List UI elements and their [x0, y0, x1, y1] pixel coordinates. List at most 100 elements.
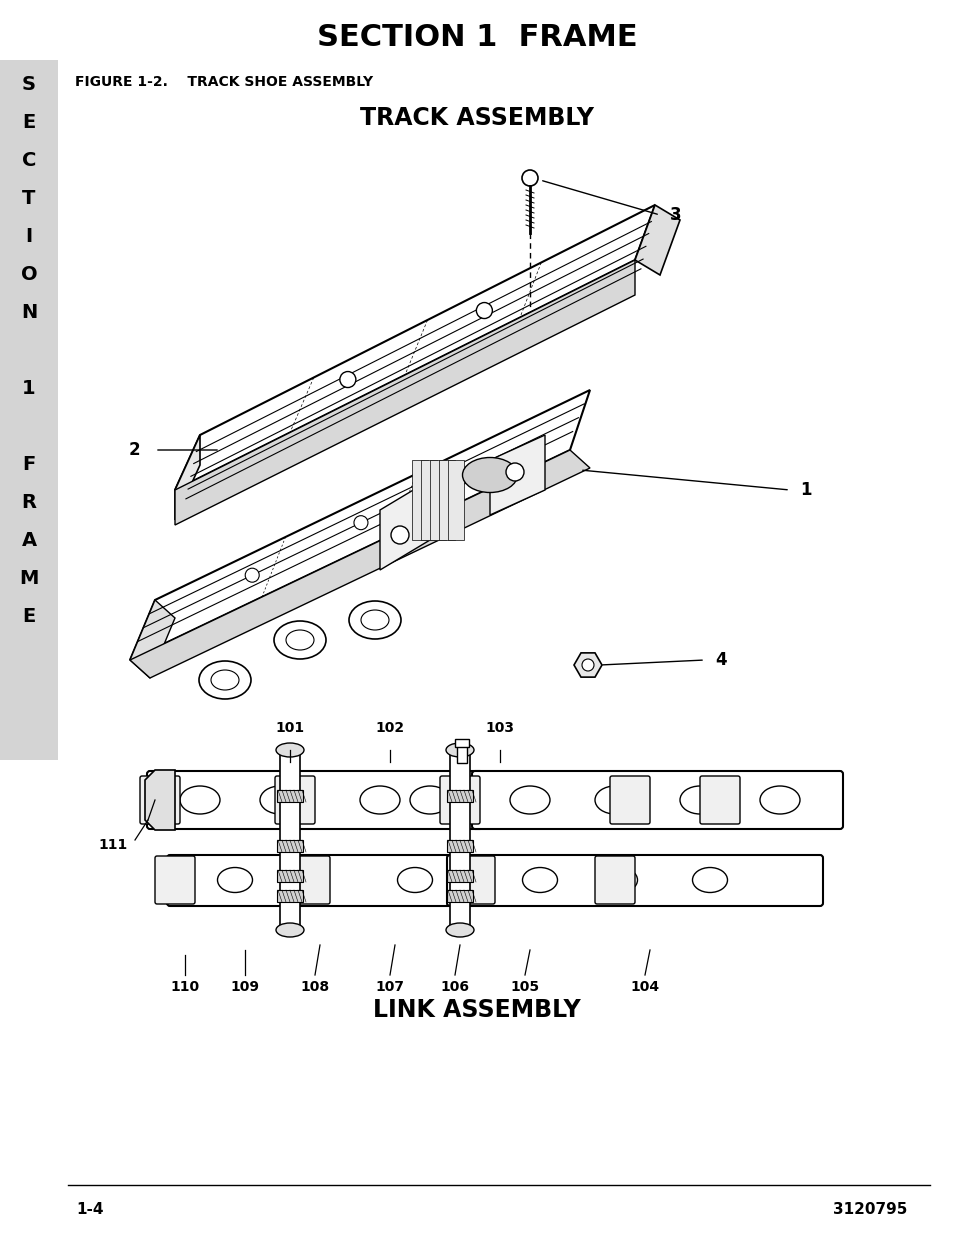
FancyBboxPatch shape	[274, 776, 314, 824]
FancyBboxPatch shape	[290, 856, 330, 904]
Ellipse shape	[602, 867, 637, 893]
Text: 4: 4	[714, 651, 726, 669]
Text: 102: 102	[375, 721, 404, 735]
Ellipse shape	[446, 743, 474, 757]
Bar	[447, 869, 473, 882]
FancyBboxPatch shape	[447, 855, 822, 906]
Polygon shape	[379, 480, 430, 571]
Text: 3: 3	[669, 206, 680, 224]
Bar	[450, 750, 470, 930]
Polygon shape	[130, 390, 589, 659]
Ellipse shape	[274, 621, 326, 659]
Polygon shape	[174, 435, 200, 520]
FancyBboxPatch shape	[154, 856, 194, 904]
Polygon shape	[490, 435, 544, 515]
Ellipse shape	[397, 867, 432, 893]
Polygon shape	[130, 600, 174, 678]
Polygon shape	[412, 459, 428, 540]
Text: 1: 1	[22, 379, 36, 399]
Ellipse shape	[217, 867, 253, 893]
Text: 2: 2	[129, 441, 140, 459]
FancyBboxPatch shape	[140, 776, 180, 824]
Text: 108: 108	[300, 981, 329, 994]
Ellipse shape	[462, 457, 517, 493]
Ellipse shape	[275, 923, 304, 937]
Polygon shape	[145, 769, 174, 830]
Text: 111: 111	[99, 839, 128, 852]
Circle shape	[245, 568, 259, 582]
Text: FIGURE 1-2.    TRACK SHOE ASSEMBLY: FIGURE 1-2. TRACK SHOE ASSEMBLY	[75, 75, 373, 89]
Circle shape	[354, 516, 368, 530]
Circle shape	[521, 170, 537, 186]
Text: R: R	[22, 494, 36, 513]
Ellipse shape	[692, 867, 727, 893]
FancyBboxPatch shape	[609, 776, 649, 824]
Bar	[447, 840, 473, 852]
Text: E: E	[22, 608, 35, 626]
FancyBboxPatch shape	[700, 776, 740, 824]
Ellipse shape	[446, 923, 474, 937]
Circle shape	[505, 463, 523, 480]
Text: 105: 105	[510, 981, 539, 994]
Polygon shape	[635, 205, 679, 275]
Text: TRACK ASSEMBLY: TRACK ASSEMBLY	[359, 106, 594, 130]
FancyBboxPatch shape	[167, 855, 453, 906]
Polygon shape	[130, 450, 589, 678]
Bar	[276, 869, 303, 882]
Bar	[276, 790, 303, 802]
Bar	[456, 745, 467, 763]
Ellipse shape	[510, 785, 550, 814]
Ellipse shape	[410, 785, 450, 814]
Bar	[447, 890, 473, 902]
Ellipse shape	[286, 630, 314, 650]
Text: 109: 109	[231, 981, 259, 994]
Ellipse shape	[595, 785, 635, 814]
Bar	[455, 739, 469, 747]
Bar	[0, 61, 58, 760]
Circle shape	[581, 659, 594, 671]
Text: 101: 101	[275, 721, 304, 735]
Text: 1-4: 1-4	[76, 1203, 104, 1218]
Text: 3120795: 3120795	[832, 1203, 906, 1218]
Ellipse shape	[349, 601, 400, 638]
Text: T: T	[22, 189, 35, 209]
Text: LINK ASSEMBLY: LINK ASSEMBLY	[373, 998, 580, 1023]
Text: 104: 104	[630, 981, 659, 994]
Text: 103: 103	[485, 721, 514, 735]
Text: SECTION 1  FRAME: SECTION 1 FRAME	[316, 23, 637, 53]
Bar	[276, 840, 303, 852]
Polygon shape	[420, 459, 436, 540]
Ellipse shape	[359, 785, 399, 814]
Text: M: M	[19, 569, 39, 589]
Ellipse shape	[180, 785, 220, 814]
Ellipse shape	[679, 785, 720, 814]
Polygon shape	[430, 459, 446, 540]
Bar	[280, 750, 299, 930]
Bar	[447, 790, 473, 802]
Text: C: C	[22, 152, 36, 170]
FancyBboxPatch shape	[147, 771, 482, 829]
FancyBboxPatch shape	[455, 856, 495, 904]
FancyBboxPatch shape	[595, 856, 635, 904]
Text: 110: 110	[171, 981, 199, 994]
Text: E: E	[22, 114, 35, 132]
Polygon shape	[438, 459, 455, 540]
Ellipse shape	[760, 785, 800, 814]
Text: S: S	[22, 75, 36, 95]
Text: 1: 1	[800, 480, 811, 499]
FancyBboxPatch shape	[439, 776, 479, 824]
Text: 107: 107	[375, 981, 404, 994]
Circle shape	[339, 372, 355, 388]
Ellipse shape	[199, 661, 251, 699]
Ellipse shape	[360, 610, 389, 630]
Ellipse shape	[522, 867, 557, 893]
Circle shape	[476, 303, 492, 319]
Ellipse shape	[275, 743, 304, 757]
Text: I: I	[26, 227, 32, 247]
Bar	[276, 890, 303, 902]
Text: N: N	[21, 304, 37, 322]
Text: 106: 106	[440, 981, 469, 994]
Polygon shape	[174, 205, 655, 490]
Text: A: A	[21, 531, 36, 551]
Polygon shape	[174, 261, 635, 525]
